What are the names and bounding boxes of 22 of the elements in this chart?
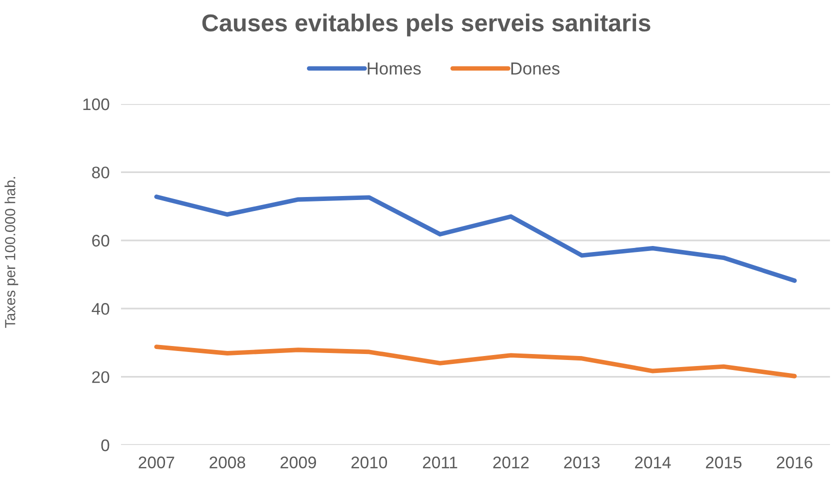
line-series: [154, 194, 797, 283]
y-tick-label: 80: [92, 166, 110, 178]
chart-title: Causes evitables pels serveis sanitaris: [202, 14, 650, 36]
x-tick-label: 2007: [138, 456, 174, 468]
x-tick-label: 2016: [776, 456, 812, 468]
x-tick-label: 2015: [706, 456, 742, 468]
y-tick-label: 60: [92, 234, 110, 247]
y-tick-label: 40: [92, 303, 110, 315]
y-axis-title: Taxes per 100.000 hab.: [4, 177, 18, 328]
line-series: [154, 344, 797, 378]
legend-label: Homes: [368, 62, 421, 75]
x-tick-label: 2013: [564, 456, 600, 468]
x-tick-label: 2012: [493, 456, 529, 468]
y-tick-label: 0: [101, 439, 110, 452]
x-tick-label: 2010: [351, 456, 388, 468]
y-tick-label: 100: [83, 98, 110, 110]
x-tick-label: 2008: [210, 456, 246, 468]
x-tick-label: 2011: [422, 456, 458, 468]
x-tick-label: 2009: [280, 456, 316, 468]
y-tick-label: 20: [92, 371, 110, 384]
x-tick-label: 2014: [635, 456, 671, 468]
legend-label: Dones: [511, 62, 560, 75]
